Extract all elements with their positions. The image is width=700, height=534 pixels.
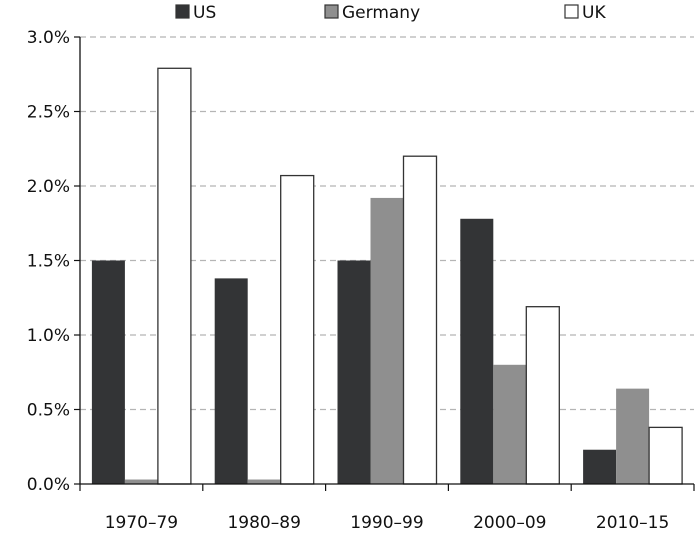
bar-us-1 bbox=[91, 260, 125, 484]
legend-label-germany: Germany bbox=[342, 3, 420, 23]
legend: US Germany UK bbox=[175, 3, 606, 23]
x-tick-label: 1970–79 bbox=[105, 513, 178, 533]
y-tick-label: 1.0% bbox=[27, 326, 70, 346]
bar-us-4 bbox=[460, 218, 494, 484]
bar-us-5 bbox=[583, 449, 617, 484]
bar-uk-3 bbox=[402, 155, 438, 485]
legend-label-us: US bbox=[193, 3, 216, 23]
bar-us-2 bbox=[214, 278, 248, 484]
legend-swatch-us bbox=[175, 4, 190, 19]
legend-label-uk: UK bbox=[582, 3, 606, 23]
bar-uk-5 bbox=[648, 426, 683, 485]
bars bbox=[91, 67, 683, 485]
y-axis-ticks: 0.0% 0.5% 1.0% 1.5% 2.0% 2.5% 3.0% bbox=[27, 28, 80, 495]
x-tick-label: 1990–99 bbox=[350, 513, 423, 533]
y-tick-label: 0.0% bbox=[27, 475, 70, 495]
bar-germany-5 bbox=[616, 388, 650, 484]
bar-germany-3 bbox=[370, 197, 404, 485]
y-tick-label: 3.0% bbox=[27, 28, 70, 48]
bar-uk-4 bbox=[525, 306, 560, 485]
legend-swatch-germany bbox=[324, 4, 339, 19]
legend-swatch-uk bbox=[564, 4, 579, 19]
x-tick-label: 2000–09 bbox=[473, 513, 546, 533]
y-tick-label: 2.0% bbox=[27, 177, 70, 197]
bar-germany-1 bbox=[124, 479, 158, 484]
x-tick-label: 2010–15 bbox=[596, 513, 669, 533]
x-axis-ticks: 1970–79 1980–89 1990–99 2000–09 2010–15 bbox=[79, 484, 695, 533]
x-tick-label: 1980–89 bbox=[227, 513, 300, 533]
y-tick-label: 1.5% bbox=[27, 252, 70, 272]
bar-germany-4 bbox=[493, 364, 527, 484]
bar-germany-2 bbox=[247, 479, 281, 484]
bar-uk-1 bbox=[157, 67, 192, 485]
bar-uk-2 bbox=[280, 174, 315, 485]
y-tick-label: 0.5% bbox=[27, 401, 70, 421]
bar-us-3 bbox=[337, 260, 371, 484]
y-tick-label: 2.5% bbox=[27, 103, 70, 123]
